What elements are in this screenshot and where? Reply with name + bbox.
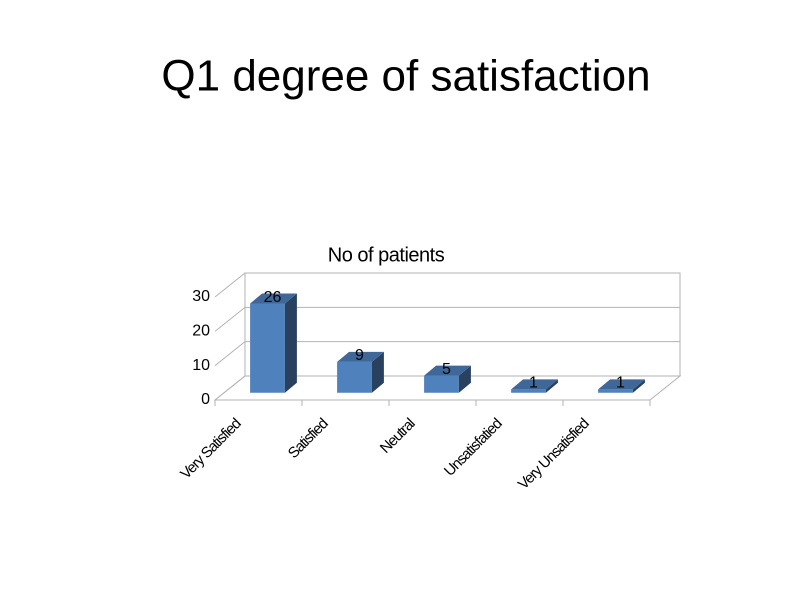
bar-front [424, 375, 459, 393]
bar-side [371, 351, 384, 393]
bar-top [337, 351, 384, 362]
y-tick-label: 30 [192, 288, 210, 305]
data-label: 1 [529, 375, 538, 392]
bar-front [250, 303, 285, 393]
y-tick-label: 10 [192, 357, 210, 374]
grid-line [214, 341, 680, 367]
back-wall [244, 272, 681, 377]
x-tick-label: Neutral [377, 415, 419, 457]
bar-front [598, 389, 633, 393]
bar-top [598, 379, 645, 390]
chart-title: No of patients [328, 244, 445, 266]
grid-line [214, 306, 680, 332]
data-label: 5 [442, 361, 451, 378]
grid-line [214, 375, 680, 401]
bar [337, 351, 384, 393]
bar-side [284, 293, 297, 393]
y-tick-label: 20 [192, 323, 210, 340]
data-label: 26 [264, 289, 282, 306]
y-tick-label: 0 [201, 391, 210, 408]
bar-front [511, 389, 546, 393]
bar-top [511, 379, 558, 390]
grid-line [214, 272, 680, 298]
x-tick-label: Very Unsatisfied [515, 415, 593, 493]
x-tick-label: Very Satisfied [177, 415, 244, 482]
bar [250, 293, 297, 393]
bar-side [545, 379, 558, 393]
x-tick-label: Unsatisfatied [441, 415, 506, 480]
bar-front [337, 361, 372, 393]
data-label: 1 [616, 375, 625, 392]
bar-top [250, 293, 297, 304]
bar [424, 365, 471, 393]
data-label: 9 [355, 347, 364, 364]
slide-title: Q1 degree of satisfaction [161, 52, 650, 101]
bar-top [424, 365, 471, 376]
bar-side [458, 365, 471, 393]
x-tick-label: Satisfied [285, 415, 332, 462]
bar [598, 379, 645, 393]
bar [511, 379, 558, 393]
bar-side [632, 379, 645, 393]
